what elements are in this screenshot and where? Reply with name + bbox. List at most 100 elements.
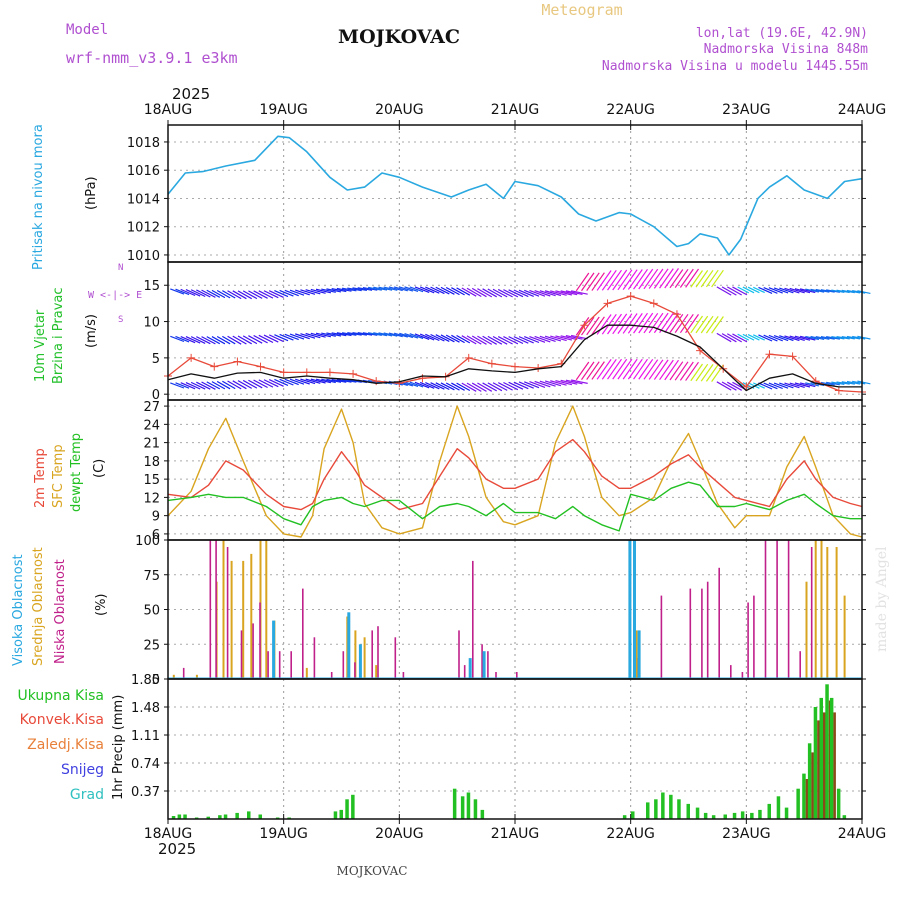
cloud-low-bar [278,651,281,679]
cloud-high-bar [628,540,632,679]
wind-barb [404,332,419,339]
wind-barb [669,313,684,333]
wind-barb [529,335,546,343]
precip-total-bar [452,788,457,819]
y-tick-label: 1018 [127,136,160,151]
wind-barb [607,269,622,291]
precip-total-bar [218,815,222,819]
wind-barb [518,289,534,297]
y-tick-label: 0 [152,673,160,688]
wind-barb [279,378,294,386]
y-tick-label: 0.74 [131,757,160,772]
precip-total-bar [333,811,338,819]
precip-total-bar [351,794,355,819]
wind-barb [721,286,737,296]
gust-marker [395,379,404,388]
cloud-low-bar [342,651,345,679]
precip-total-bar [677,799,681,819]
wind-barb [627,358,643,380]
tsfc-title: SFC Temp [51,444,66,508]
wind-barb [175,335,190,343]
wind-barb [591,361,605,380]
cloud-mid-bar [375,665,378,679]
wind-barb [826,381,841,386]
wind-barb [185,336,201,344]
wind-barb [477,288,493,298]
wind-barb [664,268,679,289]
y-tick-label: 9 [152,510,160,525]
cloud-low-bar [209,540,212,679]
wind-barb [737,333,750,341]
cloud-high-bar [633,540,636,679]
gust-marker [233,357,242,366]
wind-barb [539,290,556,297]
wind-barb [440,382,455,391]
wind-barb [705,316,719,334]
wind-barb [300,289,316,295]
wind-barb [789,287,805,294]
wind-barb [544,380,562,387]
y-tick-label: 1014 [127,192,160,207]
wind-barb [216,380,231,390]
y-tick-label: 1010 [127,249,160,264]
wind-barb [466,287,482,298]
wind-barb [524,381,540,389]
gust-marker [487,359,496,368]
wind-barb [518,336,534,344]
wind-barb [586,316,600,336]
gust-marker [302,368,311,377]
wind-barb [742,286,755,294]
x-day-label-bottom: 23AUG [722,826,771,842]
wind-barb [601,313,617,335]
precip-total-bar [784,807,789,819]
wind-barb [222,335,236,345]
wind-barb [529,289,546,297]
pressure-title: Pritisak na nivou mora [31,124,46,270]
cloud-mid-bar [363,637,366,679]
gust-marker [279,368,288,377]
precip-total-bar [825,684,829,819]
wind-barb [518,381,534,389]
wind-barb [622,313,638,334]
wind-barb [295,333,310,340]
wind-barb [857,380,871,385]
wind-barb [482,288,497,298]
x-day-label-bottom: 19AUG [259,826,308,842]
wind-barb [648,359,664,380]
wind-barb [805,335,820,341]
wind-barb [653,268,669,289]
wind-barb [237,290,252,300]
wind-barb [248,335,263,344]
wind-barb [419,333,435,341]
y-tick-label: 100 [135,534,160,549]
wind-barb [841,335,855,340]
wind-barb [581,272,595,292]
cloud-low-bar [787,540,790,679]
wind-barb [393,286,408,292]
wind-barb [805,382,820,387]
wind-barb [695,363,709,382]
x-day-label-bottom: 20AUG [375,826,424,842]
y-tick-label: 75 [143,569,160,584]
lonlat-text: lon,lat (19.6E, 42.9N) [696,26,868,41]
wind-barb [633,268,648,290]
wind-barb [445,334,460,343]
wind-barb [534,289,551,297]
wind-barb [700,269,714,288]
wind-barb [716,381,732,391]
wind-barb [784,335,800,342]
cloud-low-bar [487,651,489,679]
wind-barb [471,335,487,345]
precip-conv-bar [833,712,836,819]
wind-barb [643,312,659,334]
y-tick-label: 27 [143,400,160,415]
wind-barb [425,286,440,294]
wind-barb [487,382,503,392]
cloud-mid-bar [354,630,357,679]
wind-barb [831,381,845,385]
cloud-high-bar [272,620,276,679]
wind-barb [383,332,398,337]
wind-barb [456,334,471,344]
wind-barb [591,272,605,291]
wind-barb [492,288,508,298]
